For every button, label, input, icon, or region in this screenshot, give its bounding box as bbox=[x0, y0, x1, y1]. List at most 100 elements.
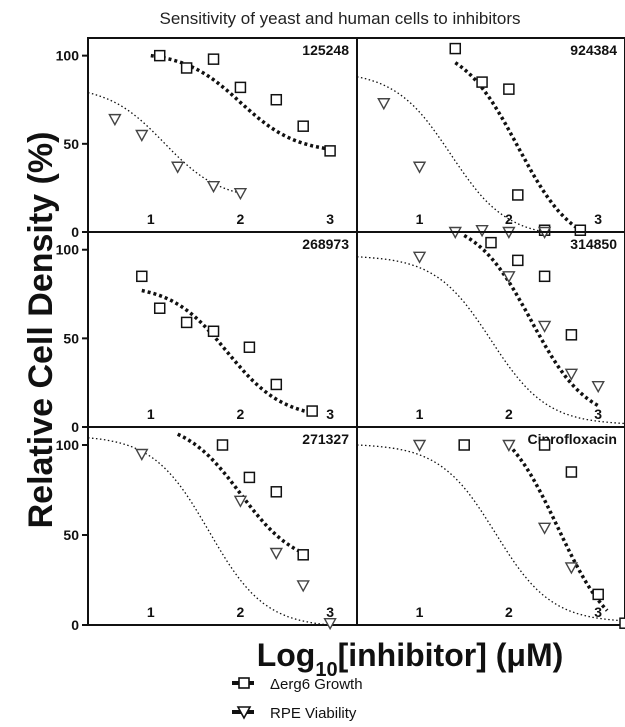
rpe-point bbox=[269, 547, 283, 560]
erg6-point bbox=[270, 486, 283, 498]
erg6-fit-curve bbox=[176, 432, 304, 555]
rpe-point bbox=[296, 580, 310, 593]
legend-rpe-label: RPE Viability bbox=[270, 705, 357, 722]
y-axis-label: Relative Cell Density (%) bbox=[22, 132, 60, 529]
x-tick-label: 1 bbox=[416, 604, 424, 620]
x-tick-label: 1 bbox=[147, 604, 155, 620]
erg6-point bbox=[574, 224, 587, 236]
erg6-fit-curve bbox=[507, 443, 609, 612]
rpe-point bbox=[170, 161, 185, 174]
erg6-point bbox=[538, 270, 551, 283]
rpe-point bbox=[323, 618, 337, 631]
erg6-point bbox=[297, 549, 309, 561]
x-axis-label-suffix: [inhibitor] (μM) bbox=[338, 637, 564, 673]
x-tick-label: 2 bbox=[237, 211, 245, 227]
rpe-fit-curve bbox=[356, 76, 545, 233]
rpe-point bbox=[108, 113, 122, 127]
erg6-point bbox=[592, 588, 604, 601]
erg6-point bbox=[512, 189, 524, 201]
rpe-point bbox=[206, 180, 221, 194]
erg6-point bbox=[207, 53, 220, 65]
rpe-point bbox=[502, 439, 516, 452]
erg6-point bbox=[207, 325, 220, 338]
erg6-point bbox=[485, 236, 497, 249]
panel-1: 125248 1 2 3 0 50 100 bbox=[56, 37, 358, 240]
rpe-fit-curve bbox=[356, 256, 625, 425]
panel-5: 271327 1 2 3 0 50 100 bbox=[56, 426, 358, 633]
y-tick-label: 50 bbox=[63, 136, 79, 152]
erg6-point bbox=[216, 439, 229, 451]
rpe-point bbox=[233, 188, 248, 201]
erg6-point bbox=[306, 405, 318, 417]
x-tick-label: 1 bbox=[147, 406, 155, 422]
panel-3: 268973 1 2 3 0 50 100 bbox=[56, 231, 358, 435]
erg6-point bbox=[619, 617, 625, 629]
legend: Δerg6 Growth RPE Viability bbox=[232, 676, 363, 722]
rpe-fit-curve bbox=[356, 444, 625, 622]
panel-frame bbox=[356, 426, 625, 626]
erg6-point bbox=[503, 83, 515, 95]
x-tick-label: 3 bbox=[594, 406, 602, 422]
rpe-point bbox=[502, 271, 516, 284]
rpe-point bbox=[537, 522, 552, 535]
x-axis-label: Log10[inhibitor] (μM) bbox=[257, 637, 564, 681]
y-tick-label: 100 bbox=[56, 437, 80, 453]
rpe-fit-curve bbox=[87, 437, 331, 626]
panel-title: 268973 bbox=[302, 236, 349, 252]
legend-erg6-marker bbox=[238, 677, 250, 689]
erg6-fit-curve bbox=[454, 61, 582, 232]
erg6-point bbox=[565, 466, 578, 478]
panel-2: 924384 1 2 3 bbox=[356, 37, 625, 239]
rpe-point bbox=[475, 225, 489, 238]
rpe-point bbox=[564, 368, 579, 381]
erg6-point bbox=[153, 49, 166, 62]
erg6-point bbox=[136, 270, 148, 283]
panels-group: 125248 1 2 3 0 50 100 924384 1 2 3 268973 1 2 3 0 50 100 3… bbox=[56, 37, 625, 633]
legend-item-rpe: RPE Viability bbox=[232, 705, 357, 722]
erg6-point bbox=[476, 76, 488, 88]
x-tick-label: 2 bbox=[505, 406, 513, 422]
x-tick-label: 1 bbox=[416, 211, 424, 227]
erg6-point bbox=[297, 120, 309, 132]
erg6-point bbox=[180, 316, 193, 329]
x-tick-label: 1 bbox=[147, 211, 155, 227]
rpe-point bbox=[377, 98, 391, 111]
rpe-point bbox=[537, 320, 552, 333]
erg6-fit-curve bbox=[463, 233, 600, 408]
erg6-point bbox=[324, 145, 336, 157]
x-tick-label: 3 bbox=[326, 604, 334, 620]
panel-title: 125248 bbox=[302, 42, 349, 58]
panel-title: 924384 bbox=[570, 42, 617, 58]
erg6-point bbox=[270, 378, 283, 391]
panel-frame bbox=[356, 37, 625, 233]
x-tick-label: 3 bbox=[594, 211, 602, 227]
x-tick-label: 3 bbox=[594, 604, 602, 620]
rpe-point bbox=[233, 495, 248, 508]
erg6-point bbox=[512, 254, 524, 267]
y-tick-label: 50 bbox=[63, 330, 79, 346]
x-axis-label-prefix: Log bbox=[257, 637, 316, 673]
erg6-point bbox=[449, 42, 462, 55]
rpe-point bbox=[564, 562, 579, 575]
y-tick-label: 100 bbox=[56, 242, 80, 258]
x-tick-label: 1 bbox=[416, 406, 424, 422]
panel-title: 271327 bbox=[302, 431, 349, 447]
y-tick-label: 50 bbox=[63, 527, 79, 543]
erg6-point bbox=[538, 439, 551, 451]
legend-item-erg6: Δerg6 Growth bbox=[232, 676, 363, 693]
rpe-point bbox=[135, 129, 149, 142]
panel-title: 314850 bbox=[570, 236, 617, 252]
x-tick-label: 2 bbox=[237, 406, 245, 422]
x-tick-label: 3 bbox=[326, 406, 334, 422]
panel-4: 314850 1 2 3 bbox=[356, 231, 625, 428]
erg6-point bbox=[565, 329, 578, 341]
erg6-fit-curve bbox=[141, 288, 313, 415]
rpe-point bbox=[135, 448, 149, 461]
y-tick-label: 100 bbox=[56, 48, 80, 64]
rpe-point bbox=[591, 381, 605, 394]
erg6-point bbox=[180, 62, 193, 74]
erg6-point bbox=[458, 439, 470, 451]
erg6-point bbox=[153, 302, 166, 314]
